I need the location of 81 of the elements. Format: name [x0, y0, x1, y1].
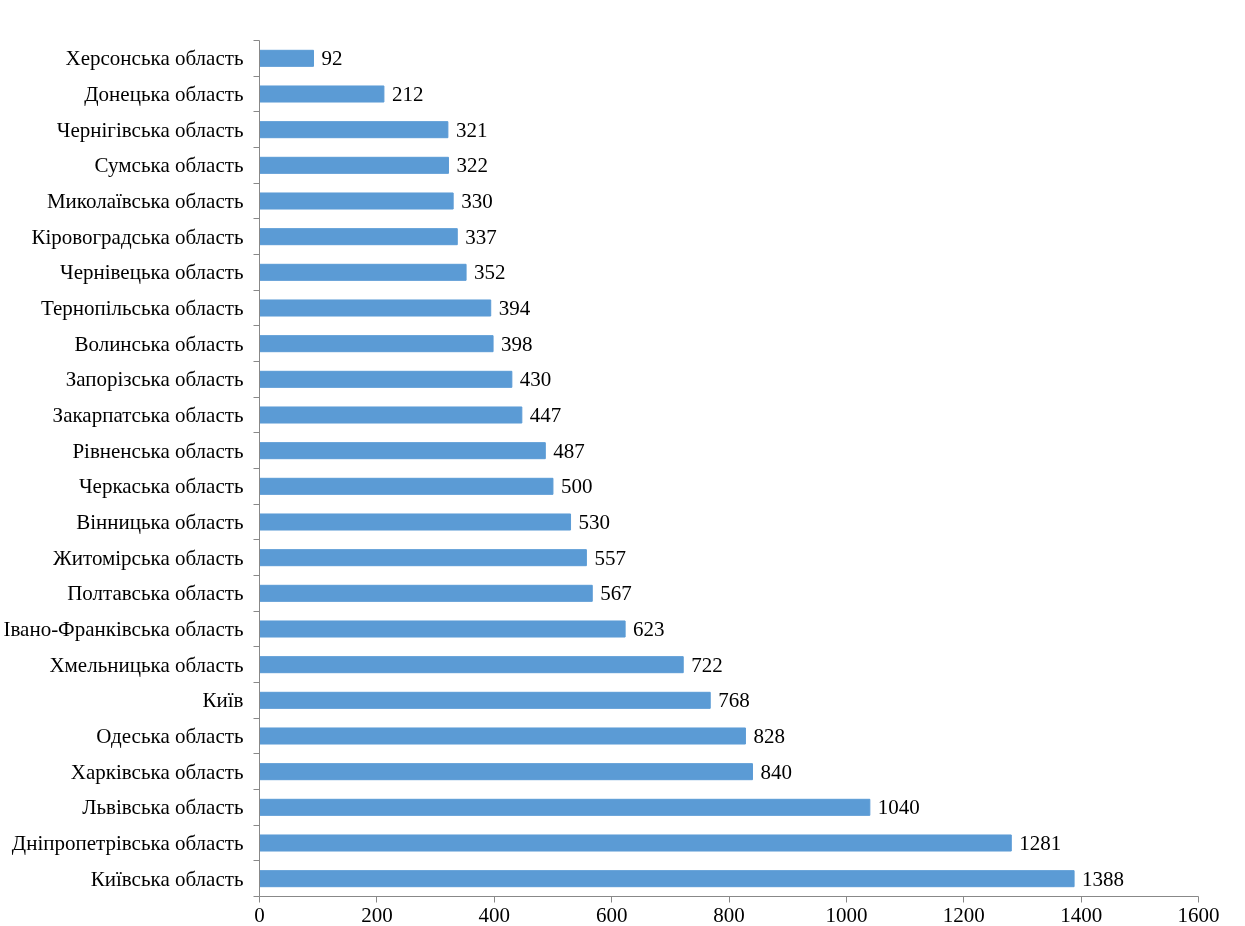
data-label: 567 — [600, 581, 632, 606]
data-label: 840 — [760, 759, 792, 784]
data-label: 722 — [691, 652, 723, 677]
bar — [259, 656, 684, 674]
x-tick-label: 1600 — [1177, 902, 1220, 926]
y-tick-label: Закарпатська область — [52, 403, 244, 427]
bar — [259, 49, 314, 67]
bar — [259, 691, 711, 709]
data-label: 768 — [718, 688, 750, 713]
bar — [259, 727, 746, 745]
bar — [259, 263, 467, 281]
y-tick-label: Одеська область — [96, 724, 244, 748]
bar — [259, 406, 523, 424]
bar — [259, 156, 449, 174]
data-label: 92 — [321, 46, 343, 71]
bar — [259, 620, 626, 638]
data-label: 623 — [633, 617, 665, 641]
y-tick-label: Сумська область — [94, 153, 244, 178]
y-tick-label: Харківська область — [70, 759, 244, 784]
y-tick-label: Житомірська область — [52, 545, 244, 570]
data-label: 557 — [594, 545, 626, 570]
bar — [259, 477, 554, 495]
y-tick-label: Київська область — [90, 866, 244, 891]
x-tick-label: 800 — [713, 902, 745, 926]
bar — [259, 299, 492, 317]
bar — [259, 834, 1012, 852]
y-tick-label: Волинська область — [74, 331, 244, 356]
data-label: 530 — [578, 510, 611, 534]
x-tick-label: 1200 — [942, 902, 985, 926]
bar — [259, 584, 593, 602]
y-tick-label: Донецька область — [84, 82, 244, 106]
bar — [259, 370, 513, 388]
data-label: 330 — [461, 189, 493, 213]
y-tick-label: Полтавська область — [67, 581, 244, 606]
data-label: 394 — [498, 296, 531, 320]
data-label: 321 — [455, 117, 488, 142]
data-label: 1040 — [877, 795, 920, 820]
x-tick-label: 400 — [478, 902, 510, 926]
bar — [259, 798, 871, 816]
bar — [259, 85, 385, 103]
y-tick-label: Івано-Франківська область — [3, 617, 244, 641]
y-tick-label: Вінницька область — [76, 510, 244, 534]
data-label: 352 — [474, 260, 506, 285]
y-tick-label: Львівська область — [82, 795, 244, 820]
y-tick-label: Херсонська область — [65, 46, 244, 71]
x-tick-label: 600 — [595, 902, 628, 926]
bar — [259, 192, 454, 210]
bar — [259, 335, 494, 353]
y-tick-label: Запорізська область — [65, 367, 244, 392]
x-tick-label: 1000 — [825, 902, 868, 926]
bar — [259, 763, 753, 781]
bar — [259, 121, 449, 139]
x-tick-label: 200 — [361, 902, 393, 926]
data-label: 487 — [553, 438, 585, 463]
y-tick-label: Черкаська область — [78, 474, 244, 499]
y-tick-label: Хмельницька область — [49, 652, 244, 677]
bar — [259, 549, 587, 567]
data-label: 430 — [519, 367, 552, 392]
data-label: 828 — [753, 724, 785, 748]
data-label: 322 — [456, 153, 488, 178]
y-tick-label: Тернопільська область — [40, 296, 244, 320]
data-label: 337 — [465, 224, 497, 249]
data-label: 398 — [501, 331, 533, 356]
data-label: 1388 — [1082, 866, 1125, 891]
data-label: 212 — [391, 82, 424, 106]
x-tick-label: 0 — [254, 902, 265, 926]
y-tick-label: Рівненська область — [72, 438, 244, 463]
data-label: 500 — [560, 474, 593, 499]
x-tick-label: 1400 — [1060, 902, 1103, 926]
data-label: 1281 — [1019, 831, 1062, 855]
y-tick-label: Чернівецька область — [60, 260, 244, 285]
y-tick-label: Кіровоградська область — [31, 224, 244, 249]
y-tick-label: Чернігівська область — [56, 117, 244, 142]
bar — [259, 513, 572, 531]
bar — [259, 870, 1075, 888]
bar — [259, 442, 546, 460]
y-tick-label: Київ — [202, 688, 244, 713]
data-label: 447 — [529, 403, 562, 427]
y-tick-label: Миколаївська область — [46, 189, 244, 213]
y-tick-label: Дніпропетрівська область — [11, 831, 244, 855]
bar — [259, 228, 458, 246]
